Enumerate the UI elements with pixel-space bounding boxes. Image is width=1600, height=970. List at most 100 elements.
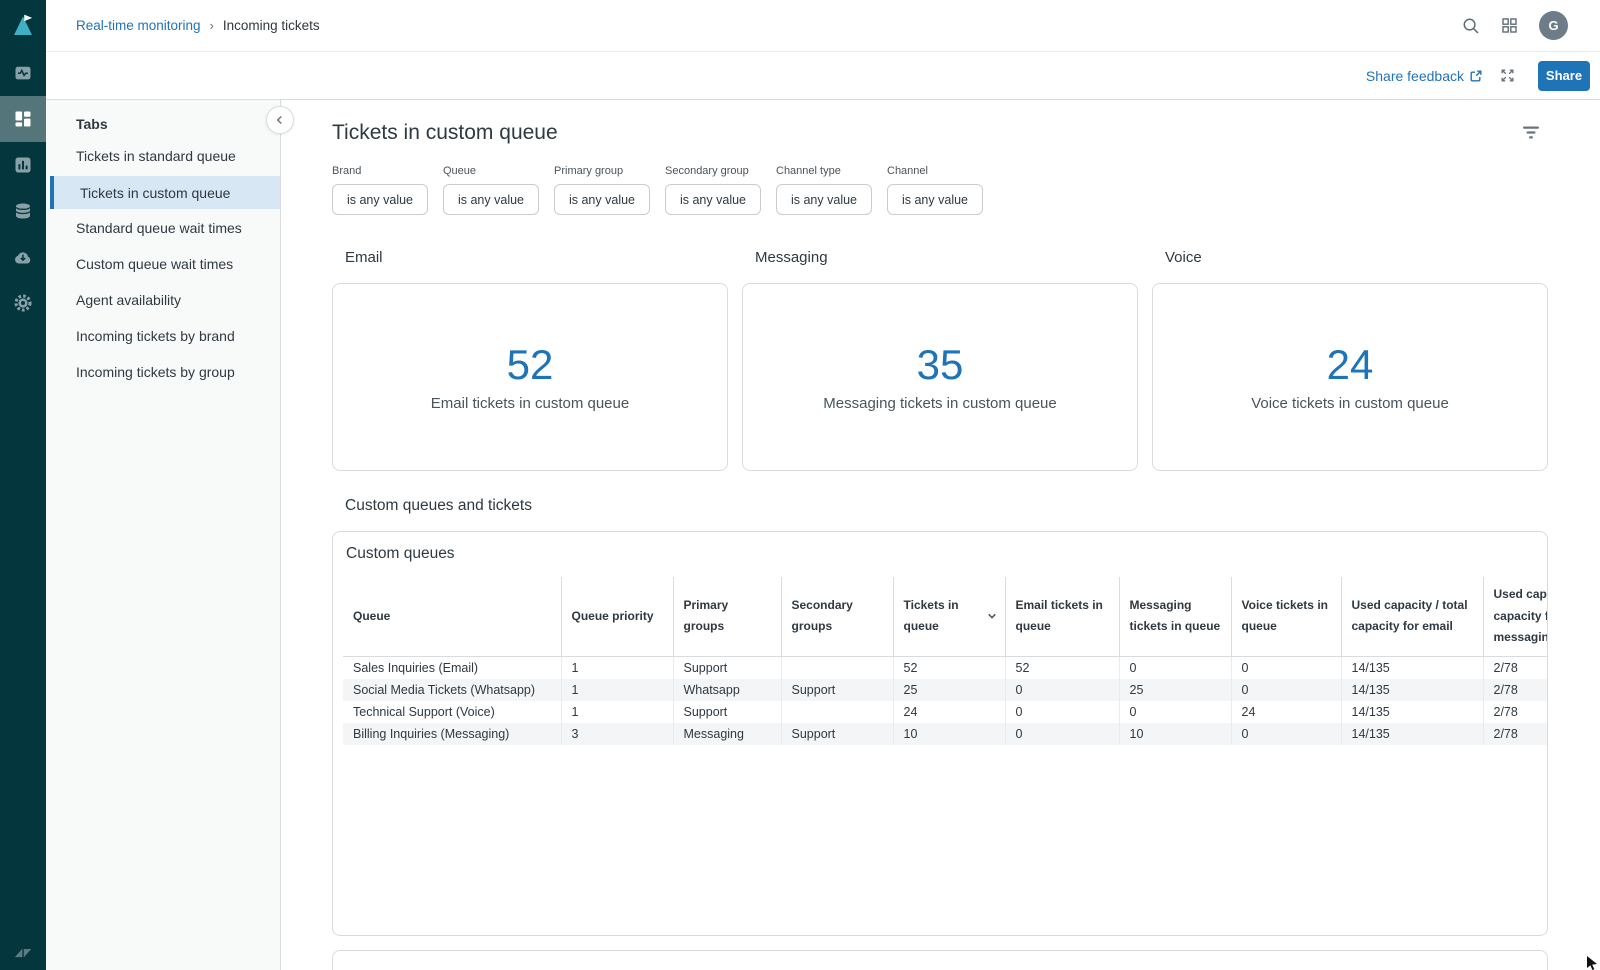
share-feedback-link[interactable]: Share feedback (1366, 68, 1483, 84)
share-button[interactable]: Share (1538, 60, 1590, 91)
cell-email-tickets-link[interactable]: 0 (1004, 722, 1119, 745)
column-header-queue[interactable]: Queue (343, 577, 561, 657)
section-label-voice: Voice (1165, 249, 1202, 266)
cell-secondary-groups: Support (780, 722, 893, 745)
explore-logo[interactable] (0, 0, 46, 50)
cell-tickets-link[interactable]: 25 (892, 678, 1005, 701)
section-label-messaging: Messaging (755, 249, 828, 266)
cell-queue: Billing Inquiries (Messaging) (343, 722, 561, 745)
column-header-voice-tickets[interactable]: Voice tickets in queue (1230, 577, 1341, 657)
column-header-messaging-tickets[interactable]: Messaging tickets in queue (1118, 577, 1231, 657)
breadcrumb: Real-time monitoring › Incoming tickets (76, 18, 320, 33)
dashboard-toolbar: Share feedback Share (46, 52, 1600, 100)
chevron-left-icon (276, 115, 282, 125)
cell-capacity-email: 14/135 (1340, 656, 1483, 679)
metric-caption: Email tickets in custom queue (430, 395, 630, 413)
cell-messaging-tickets-link[interactable]: 0 (1118, 656, 1231, 679)
activity-monitor-icon[interactable] (0, 50, 46, 96)
cell-email-tickets-link[interactable]: 52 (1004, 656, 1119, 679)
metric-caption: Messaging tickets in custom queue (823, 395, 1057, 413)
column-header-queue-priority[interactable]: Queue priority (560, 577, 673, 657)
filter-value-chip[interactable]: is any value (554, 184, 650, 215)
filter-channel: Channel is any value (887, 165, 983, 215)
cell-tickets-link[interactable]: 52 (892, 656, 1005, 679)
share-feedback-label: Share feedback (1365, 67, 1464, 84)
product-rail (0, 0, 46, 970)
tab-incoming-tickets-by-group[interactable]: Incoming tickets by group (76, 364, 235, 380)
filter-value-chip[interactable]: is any value (443, 184, 539, 215)
column-header-tickets-in-queue[interactable]: Tickets in queue (892, 577, 1005, 657)
column-header-capacity-email[interactable]: Used capacity / total capacity for email (1340, 577, 1483, 657)
cell-primary-groups: Messaging (672, 722, 781, 745)
cell-messaging-tickets-link[interactable]: 25 (1118, 678, 1231, 701)
exports-icon[interactable] (0, 234, 46, 280)
collapse-panel-button[interactable] (266, 106, 294, 134)
cell-messaging-tickets-link[interactable]: 10 (1118, 722, 1231, 745)
cell-primary-groups: Support (672, 700, 781, 723)
settings-icon[interactable] (0, 280, 46, 326)
apps-grid-icon[interactable] (1501, 17, 1518, 34)
dashboards-icon[interactable] (0, 96, 46, 142)
cell-voice-tickets-link[interactable]: 24 (1230, 700, 1341, 723)
filter-icon[interactable] (1522, 126, 1540, 140)
column-header-primary-groups[interactable]: Primary groups (672, 577, 781, 657)
cell-tickets-link[interactable]: 10 (892, 722, 1005, 745)
filter-label: Channel (887, 165, 928, 177)
filter-secondary-group: Secondary group is any value (665, 165, 761, 215)
filter-value-chip[interactable]: is any value (776, 184, 872, 215)
column-header-capacity-messaging[interactable]: Used capacity / total capacity for messa… (1482, 577, 1547, 657)
table-row: Technical Support (Voice) 1 Support 24 0… (343, 700, 1547, 723)
datasets-icon[interactable] (0, 188, 46, 234)
reports-icon[interactable] (0, 142, 46, 188)
cell-capacity-messaging: 2/78 (1482, 678, 1547, 701)
tab-incoming-tickets-by-brand[interactable]: Incoming tickets by brand (76, 328, 235, 344)
cell-email-tickets-link[interactable]: 0 (1004, 678, 1119, 701)
cell-tickets-link[interactable]: 24 (892, 700, 1005, 723)
chevron-down-icon[interactable] (986, 610, 998, 622)
metric-card-voice: 24 Voice tickets in custom queue (1152, 283, 1548, 471)
cell-secondary-groups: Support (780, 678, 893, 701)
zendesk-logo[interactable] (0, 938, 46, 960)
cell-queue: Social Media Tickets (Whatsapp) (343, 678, 561, 701)
metric-cards-row: Email 52 Email tickets in custom queue M… (332, 249, 1548, 471)
filter-label: Primary group (554, 165, 624, 177)
metric-card-email: 52 Email tickets in custom queue (332, 283, 728, 471)
column-header-secondary-groups[interactable]: Secondary groups (780, 577, 893, 657)
cell-voice-tickets-link[interactable]: 0 (1230, 656, 1341, 679)
section-title: Custom queues and tickets (345, 497, 532, 514)
cell-primary-groups: Whatsapp (672, 678, 781, 701)
metric-caption: Voice tickets in custom queue (1251, 395, 1449, 413)
next-widget-card (332, 950, 1548, 970)
breadcrumb-current: Incoming tickets (222, 18, 320, 33)
filter-value-chip[interactable]: is any value (665, 184, 761, 215)
cell-email-tickets-link[interactable]: 0 (1004, 700, 1119, 723)
table-row: Billing Inquiries (Messaging) 3 Messagin… (343, 722, 1547, 745)
tab-agent-availability[interactable]: Agent availability (76, 292, 182, 308)
tab-tickets-in-standard-queue[interactable]: Tickets in standard queue (76, 148, 236, 164)
filter-value-chip[interactable]: is any value (887, 184, 983, 215)
custom-queues-widget: Custom queues Queue Queue priority Prima… (332, 531, 1548, 936)
cell-primary-groups: Support (672, 656, 781, 679)
section-label-email: Email (345, 249, 383, 266)
metric-card-messaging: 35 Messaging tickets in custom queue (742, 283, 1138, 471)
column-header-email-tickets[interactable]: Email tickets in queue (1004, 577, 1119, 657)
cell-secondary-groups (780, 700, 893, 723)
tab-tickets-in-custom-queue[interactable]: Tickets in custom queue (50, 176, 280, 209)
tabs-panel: Tabs Tickets in standard queue Tickets i… (46, 100, 294, 970)
cell-priority: 1 (560, 678, 673, 701)
fullscreen-icon[interactable] (1499, 67, 1516, 84)
breadcrumb-link[interactable]: Real-time monitoring (76, 18, 201, 33)
filter-value-chip[interactable]: is any value (332, 184, 428, 215)
cell-priority: 1 (560, 656, 673, 679)
tab-standard-queue-wait-times[interactable]: Standard queue wait times (76, 220, 242, 236)
search-icon[interactable] (1462, 17, 1480, 35)
cell-capacity-email: 14/135 (1340, 678, 1483, 701)
cell-voice-tickets-link[interactable]: 0 (1230, 722, 1341, 745)
cell-capacity-messaging: 2/78 (1482, 656, 1547, 679)
mouse-cursor (1587, 956, 1597, 970)
tab-custom-queue-wait-times[interactable]: Custom queue wait times (76, 256, 234, 272)
filters-row: Brand is any value Queue is any value Pr… (332, 165, 1600, 215)
cell-messaging-tickets-link[interactable]: 0 (1118, 700, 1231, 723)
cell-voice-tickets-link[interactable]: 0 (1230, 678, 1341, 701)
user-avatar[interactable]: G (1539, 11, 1568, 40)
